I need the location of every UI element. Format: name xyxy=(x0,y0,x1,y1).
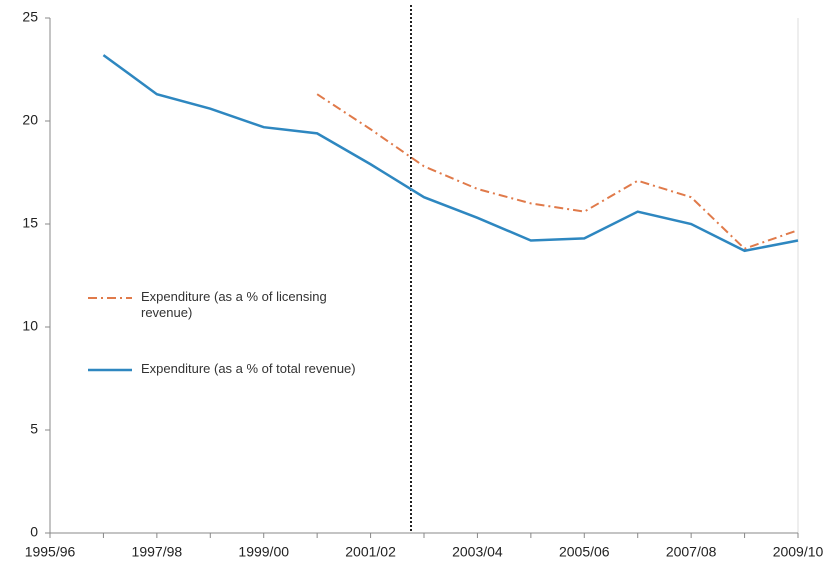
y-tick-label: 10 xyxy=(22,318,38,334)
legend-label: Expenditure (as a % of total revenue) xyxy=(141,361,356,376)
series-line xyxy=(102,54,799,253)
legend-label: Expenditure (as a % of licensing revenue… xyxy=(141,289,327,320)
y-tick-label: 20 xyxy=(22,112,38,128)
series-line xyxy=(316,93,799,250)
y-tick-label: 15 xyxy=(22,215,38,231)
x-tick-label: 2003/04 xyxy=(452,544,503,560)
x-tick-label: 1995/96 xyxy=(25,544,76,560)
y-tick-label: 25 xyxy=(22,9,38,25)
x-tick-label: 2009/10 xyxy=(773,544,824,560)
x-tick-label: 1999/00 xyxy=(238,544,289,560)
y-tick-label: 0 xyxy=(30,524,38,540)
x-tick-label: 2005/06 xyxy=(559,544,610,560)
x-tick-label: 2001/02 xyxy=(345,544,396,560)
x-tick-label: 2007/08 xyxy=(666,544,717,560)
x-tick-label: 1997/98 xyxy=(132,544,183,560)
y-tick-label: 5 xyxy=(30,421,38,437)
